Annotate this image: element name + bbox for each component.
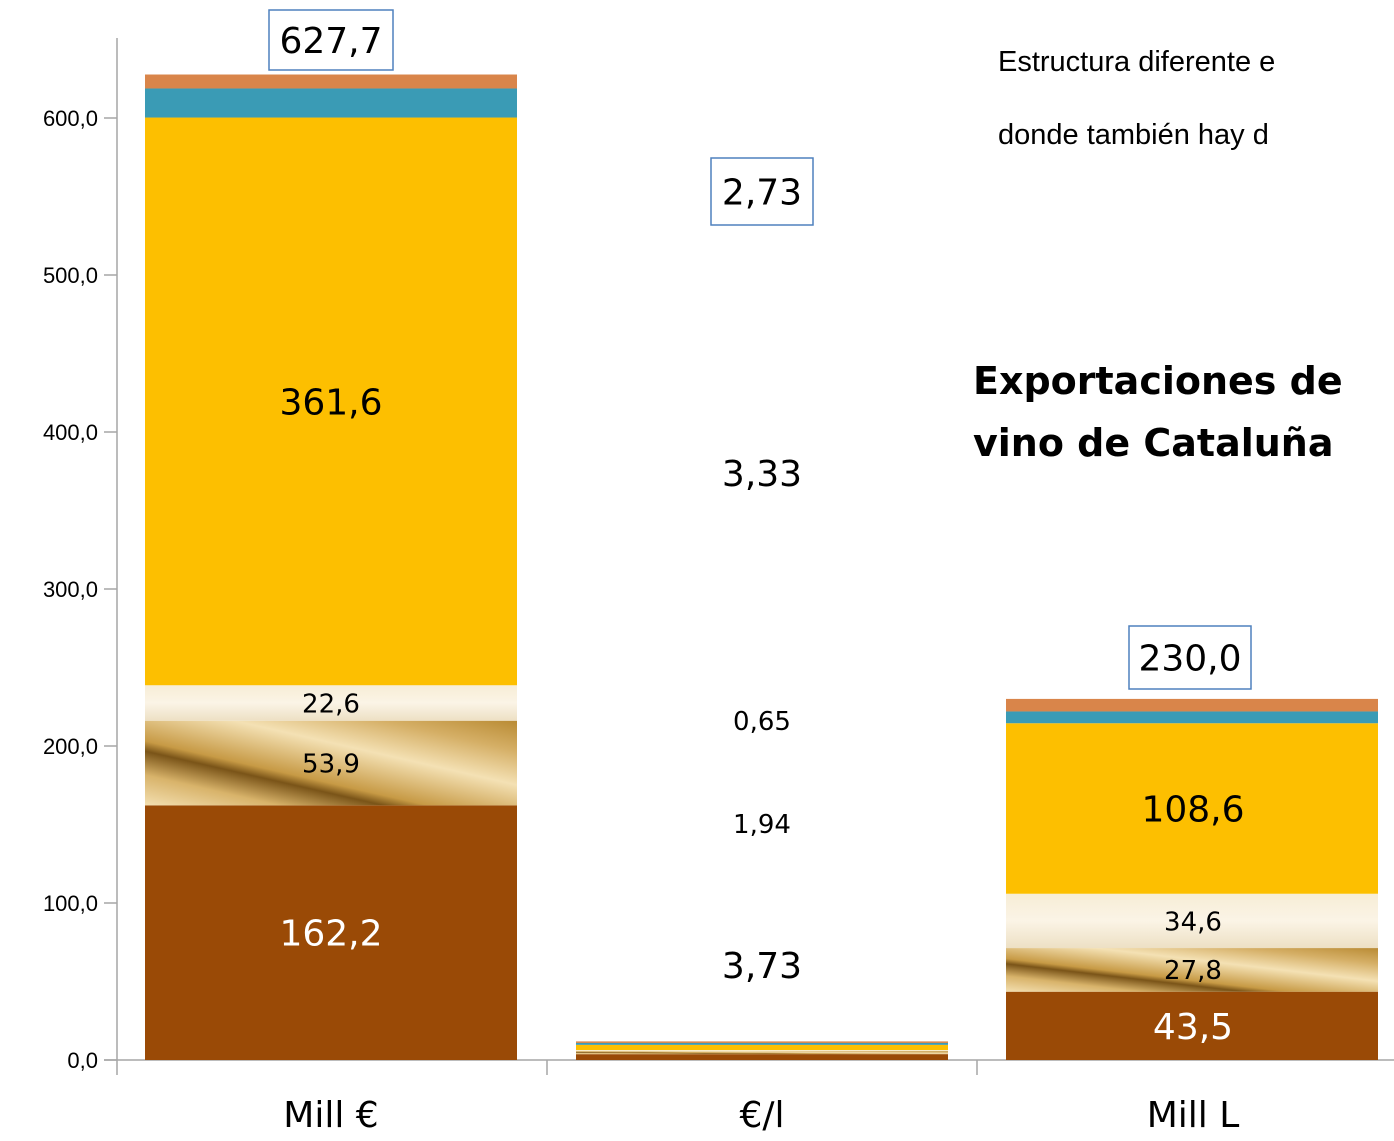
data-label: 108,6 xyxy=(1141,789,1244,830)
bar-segment xyxy=(145,117,517,686)
data-label: 1,94 xyxy=(733,810,791,840)
note-line-2: donde también hay d xyxy=(998,119,1269,151)
bar-segment xyxy=(1006,991,1378,1060)
bar-segment xyxy=(1006,893,1378,949)
data-label: 3,33 xyxy=(722,454,802,495)
bar-segment xyxy=(145,720,517,806)
y-tick-label: 300,0 xyxy=(43,577,98,602)
y-tick-label: 400,0 xyxy=(43,420,98,445)
bars xyxy=(145,74,1378,1060)
data-label: 0,65 xyxy=(733,707,791,737)
bar-segment xyxy=(1006,711,1378,724)
bar-segment xyxy=(1006,723,1378,894)
y-tick-label: 0,0 xyxy=(67,1048,98,1073)
data-label: 162,2 xyxy=(279,914,382,955)
total-label: 2,73 xyxy=(722,173,802,214)
chart-title-line-2: vino de Cataluña xyxy=(973,421,1334,465)
bar-segment xyxy=(145,805,517,1060)
x-tick-label: €/l xyxy=(739,1095,784,1136)
chart-title-line-1: Exportaciones de xyxy=(973,359,1343,403)
bar-segment xyxy=(576,1042,948,1045)
x-tick-label: Mill € xyxy=(283,1095,378,1136)
data-label: 27,8 xyxy=(1164,956,1222,986)
total-label: 627,7 xyxy=(279,21,382,62)
data-label: 43,5 xyxy=(1153,1007,1233,1048)
total-box xyxy=(710,157,814,226)
chart-title: Exportaciones de vino de Cataluña xyxy=(973,350,1343,474)
bar-segment xyxy=(576,1051,948,1055)
data-label: 34,6 xyxy=(1164,907,1222,937)
total-box xyxy=(268,9,394,71)
bar-segment xyxy=(1006,948,1378,992)
bar-segment xyxy=(145,685,517,721)
bar-segment xyxy=(576,1044,948,1051)
data-label: 361,6 xyxy=(279,382,382,423)
bar-segment xyxy=(576,1054,948,1060)
total-label: 230,0 xyxy=(1138,639,1241,680)
note-line-1: Estructura diferente e xyxy=(998,46,1276,78)
data-label: 3,73 xyxy=(722,946,802,987)
x-tick-label: Mill L xyxy=(1147,1095,1240,1136)
y-tick-label: 500,0 xyxy=(43,263,98,288)
axes: 0,0 100,0 200,0 300,0 400,0 500,0 600,0 Mill € €… xyxy=(43,38,1394,1136)
bar-segment xyxy=(145,88,517,118)
labels: 162,2 53,9 22,6 361,6 3,73 1,94 0,65 3,33 43,5 27… xyxy=(268,9,1252,1048)
bar-segment xyxy=(576,1041,948,1043)
y-tick-label: 200,0 xyxy=(43,734,98,759)
total-box xyxy=(1128,625,1252,690)
y-tick-label: 100,0 xyxy=(43,891,98,916)
data-label: 53,9 xyxy=(302,749,360,779)
y-tick-label: 600,0 xyxy=(43,106,98,131)
data-label: 22,6 xyxy=(302,689,360,719)
bar-segment xyxy=(576,1050,948,1052)
bar-segment xyxy=(145,74,517,89)
bar-segment xyxy=(1006,698,1378,712)
